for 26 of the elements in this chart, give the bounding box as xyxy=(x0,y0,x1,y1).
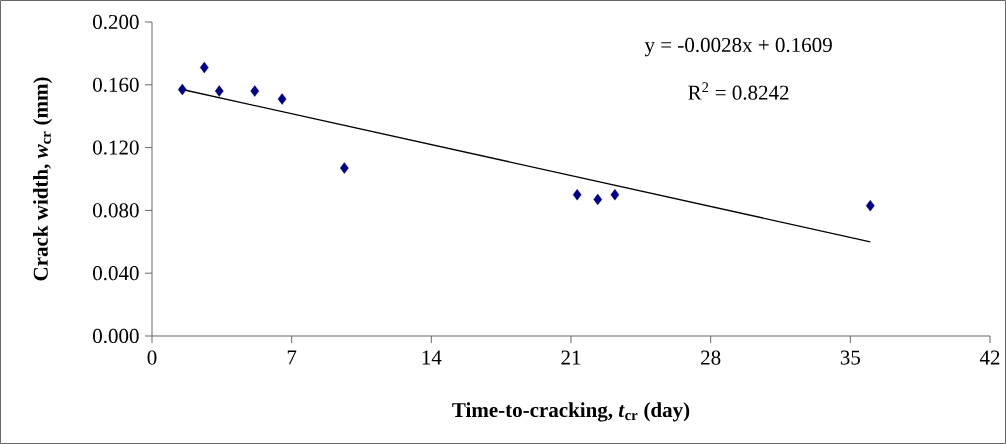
point xyxy=(199,61,209,74)
point xyxy=(214,85,224,97)
x-tick-label: 0 xyxy=(147,350,157,365)
y-axis-title: Crack width, w$_{cr}$ (mm) xyxy=(33,77,53,281)
point xyxy=(865,199,875,212)
x-tick-label: 35 xyxy=(840,350,860,365)
y-tick-label: 0.000 xyxy=(93,328,139,344)
x-tick-label: 7 xyxy=(287,350,297,365)
x-tick-label: 14 xyxy=(422,350,442,365)
point xyxy=(593,193,603,206)
x-tick-label: 21 xyxy=(561,350,581,365)
point xyxy=(250,85,260,97)
y-tick-label: 0.080 xyxy=(93,203,139,218)
y-tick-label: 0.120 xyxy=(93,140,139,155)
x-tick-label: 42 xyxy=(979,350,1000,365)
y-tick-label: 0.160 xyxy=(93,77,139,92)
annotation: y = -0.0028x + 0.1609 xyxy=(644,37,832,57)
x-axis-title: Time-to-cracking, t$_{cr}$ (day) xyxy=(452,402,690,422)
annotation: R$^{2}$ = 0.8242 xyxy=(688,82,789,100)
x-tick-label: 28 xyxy=(701,350,721,365)
point xyxy=(340,162,349,174)
point xyxy=(572,188,582,201)
point xyxy=(610,188,620,201)
point xyxy=(277,93,287,105)
y-tick-label: 0.200 xyxy=(93,14,139,30)
y-tick-label: 0.040 xyxy=(93,266,139,281)
